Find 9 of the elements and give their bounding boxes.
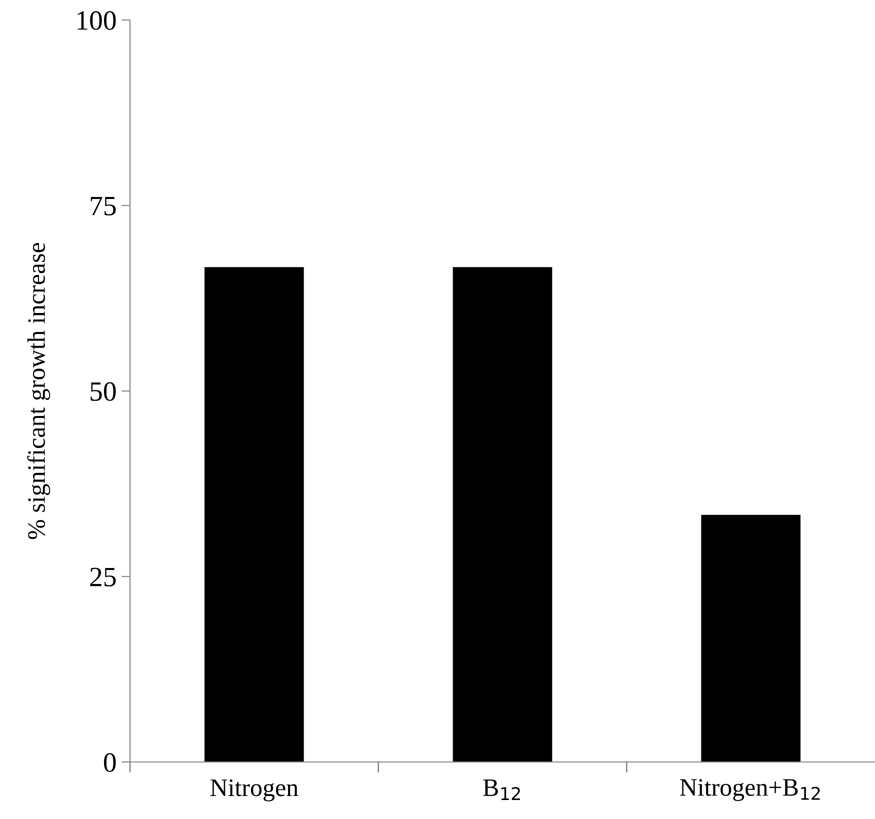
x-tick-label: B$_{12}$ — [483, 780, 520, 800]
y-tick-label: 50 — [90, 382, 116, 401]
y-tick-label: 75 — [90, 196, 116, 216]
y-tick-label: 100 — [78, 11, 116, 30]
x-tick-label: Nitrogen — [210, 779, 298, 802]
y-tick-label: 0 — [104, 753, 116, 772]
x-tick-label: Nitrogen+B$_{12}$ — [680, 779, 820, 802]
y-axis-title: % significant growth increase — [27, 242, 50, 540]
y-tick-label: 25 — [90, 568, 116, 586]
